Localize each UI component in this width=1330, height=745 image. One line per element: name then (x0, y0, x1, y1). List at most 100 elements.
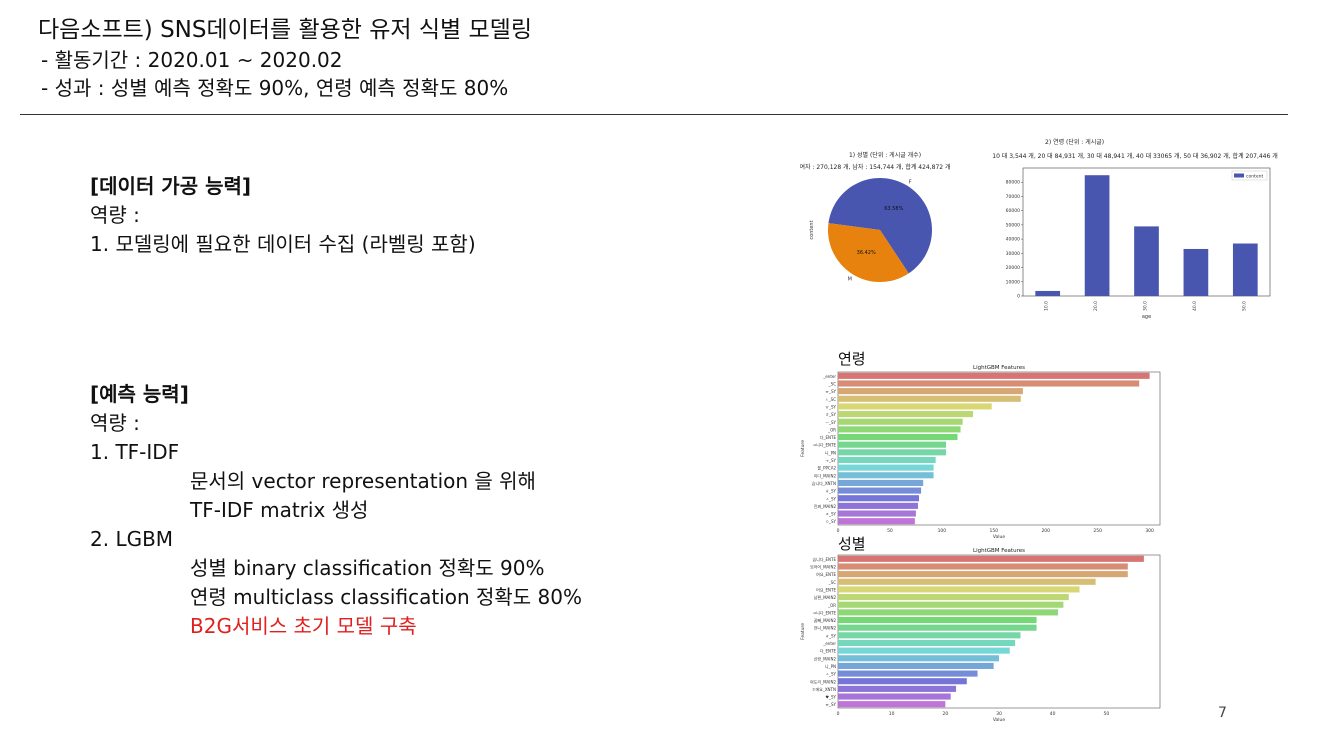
x-tick-label: 10.0 (1044, 301, 1050, 311)
gender-feature-ylabel: Feature (800, 623, 806, 640)
gender-feature-bar (838, 678, 967, 685)
age-feature-feature-label: ㅠ_SY (825, 404, 836, 409)
pie-ylabel: content (809, 220, 815, 239)
gender-feature-feature-label: 꿈뻬_MAIN2 (814, 617, 837, 623)
age-feature-feature-label: ㅇ_SY (825, 519, 836, 524)
gender-feature-feature-label: ㅎ에요_XNTN (812, 686, 836, 692)
age-feature-bar (838, 464, 934, 471)
age-feature-feature-label: _SC (828, 382, 837, 387)
age-feature-bar (838, 403, 992, 410)
legend-box (1231, 170, 1268, 181)
age-bar-10.0 (1035, 290, 1061, 296)
pie-slice-M (828, 223, 909, 282)
age-feature-feature-label: 니_PN (825, 449, 836, 455)
age-feature-x-tick-label: 300 (1145, 528, 1154, 534)
age-feature-feature-label: ㅎ_SY (825, 489, 836, 494)
section1-heading: [데이터 가공 능력] (90, 174, 252, 198)
gender-feature-x-tick-label: 10 (889, 711, 895, 717)
age-feature-feature-label: _enter (822, 374, 836, 379)
gender-feature-feature-label: 니_PN (825, 663, 836, 669)
section-data-processing: [데이터 가공 능력] 역량 : 1. 모델링에 필요한 데이터 수집 (라벨링… (90, 172, 476, 259)
age-feature-ylabel: Feature (800, 440, 806, 457)
gender-feature-plot-frame (837, 554, 1161, 709)
age-feature-feature-label: ㅠ_SY (825, 389, 836, 394)
age-feature-bar (838, 479, 924, 486)
age-feature-bar (838, 418, 963, 425)
age-bar-50.0 (1232, 243, 1258, 296)
gender-feature-feature-label: _enter (822, 641, 836, 646)
gender-feature-x-tick-label: 50 (1103, 711, 1109, 717)
y-tick-label: 20000 (1006, 265, 1020, 271)
gender-feature-bar (838, 685, 957, 692)
age-feature-bar (838, 495, 920, 502)
gender-feature-bar (838, 594, 1069, 601)
section2-sub: 역량 : (90, 411, 140, 435)
age-feature-bar (838, 372, 1150, 379)
age-feature-bar (838, 487, 922, 494)
gender-feature-title: LightGBM Features (973, 548, 1025, 554)
gender-feature-bar (838, 555, 1144, 562)
gender-feature-bar (838, 571, 1128, 578)
age-feature-bar (838, 449, 947, 456)
gender-feature-bar (838, 563, 1128, 570)
age-feature-bar (838, 380, 1140, 387)
age-feature-bar (838, 502, 918, 509)
gender-feature-feature-label: ㅠ_SY (825, 702, 836, 707)
age-feature-x-tick-label: 250 (1093, 528, 1102, 534)
gender-feature-bar (838, 586, 1080, 593)
age-feature-plot-frame (837, 371, 1161, 526)
age-feature-x-tick-label: 100 (938, 528, 947, 534)
gender-label: 성별 (838, 535, 866, 553)
gender-feature-feature-label: ㅅ_SY (825, 672, 836, 677)
gender-feature-feature-label: 어요_ENTE (816, 586, 836, 592)
page-title: 다음소프트) SNS데이터를 활용한 유저 식별 모델링 (38, 17, 532, 43)
y-tick-label: 50000 (1006, 222, 1020, 228)
age-feature-feature-label: ㅅ_SY (825, 496, 836, 501)
age-chart-subtitle: 10 대 3,544 개, 20 대 84,931 개, 30 대 48,941… (992, 152, 1278, 160)
age-feature-feature-label: ㅡ_SY (825, 420, 836, 425)
age-feature-title: LightGBM Features (973, 365, 1025, 371)
section2-item2-a: 성별 binary classification 정확도 90% (190, 556, 545, 580)
section2-item1: 1. TF-IDF (90, 440, 180, 464)
gender-feature-feature-label: _OR (827, 603, 836, 608)
gender-feature-xlabel: Value (993, 717, 1006, 723)
result-summary: - 성과 : 성별 예측 정확도 90%, 연령 예측 정확도 80% (41, 76, 509, 100)
age-feature-xlabel: Value (993, 534, 1006, 540)
y-tick-label: 40000 (1006, 237, 1020, 243)
gender-feature-bar (838, 578, 1096, 585)
age-feature-x-tick-label: 0 (837, 528, 840, 534)
y-tick-label: 80000 (1006, 180, 1020, 186)
y-tick-label: 0 (1017, 294, 1020, 300)
age-feature-importance-chart: LightGBM Features _enter _SC ㅠ_SY ㅅ_SC ㅠ_SY ㅎ_… (800, 365, 1161, 540)
x-tick-label: 40.0 (1192, 301, 1198, 311)
section1-sub: 역량 : (90, 203, 140, 227)
section2-heading: [예측 능력] (90, 382, 189, 406)
age-feature-feature-label: ㅎ_SY (825, 412, 836, 417)
gender-feature-feature-label: 여도리_MAIN2 (810, 678, 836, 684)
age-feature-bar (838, 395, 1021, 402)
gender-feature-feature-label: _SC (828, 580, 837, 585)
y-tick-label: 60000 (1006, 208, 1020, 214)
gender-feature-bar (838, 632, 1021, 639)
gender-feature-bar (838, 693, 951, 700)
pie-subtitle: 여자 : 270,128 개, 남자 : 154,744 개, 합계 424,8… (800, 163, 951, 171)
pie-category-label: M (848, 276, 852, 282)
pie-pct-label: 36.42% (857, 250, 876, 256)
page-number: 7 (1218, 705, 1227, 721)
gender-feature-feature-label: 습니다_ENTE (812, 556, 836, 562)
age-feature-bar (838, 411, 974, 418)
gender-feature-feature-label: 다_ENTE (820, 648, 837, 654)
age-feature-bar (838, 433, 958, 441)
age-bar-chart: 2) 연령 (단위 : 게시글) 10 대 3,544 개, 20 대 84,9… (992, 138, 1278, 320)
age-feature-feature-label: _OR (827, 427, 836, 432)
section2-item2-c: B2G서비스 초기 모델 구축 (190, 614, 417, 638)
gender-feature-x-tick-label: 20 (942, 711, 948, 717)
age-feature-bar (838, 441, 947, 448)
age-xlabel: age (1142, 314, 1151, 320)
age-feature-feature-label: 진짜_MAIN2 (814, 503, 837, 509)
age-feature-bar (838, 456, 936, 464)
age-label: 연령 (838, 350, 866, 368)
gender-feature-bar (838, 701, 946, 708)
gender-feature-feature-label: ㅋ니다_ENTE (812, 609, 836, 615)
gender-feature-bar (838, 609, 1059, 616)
